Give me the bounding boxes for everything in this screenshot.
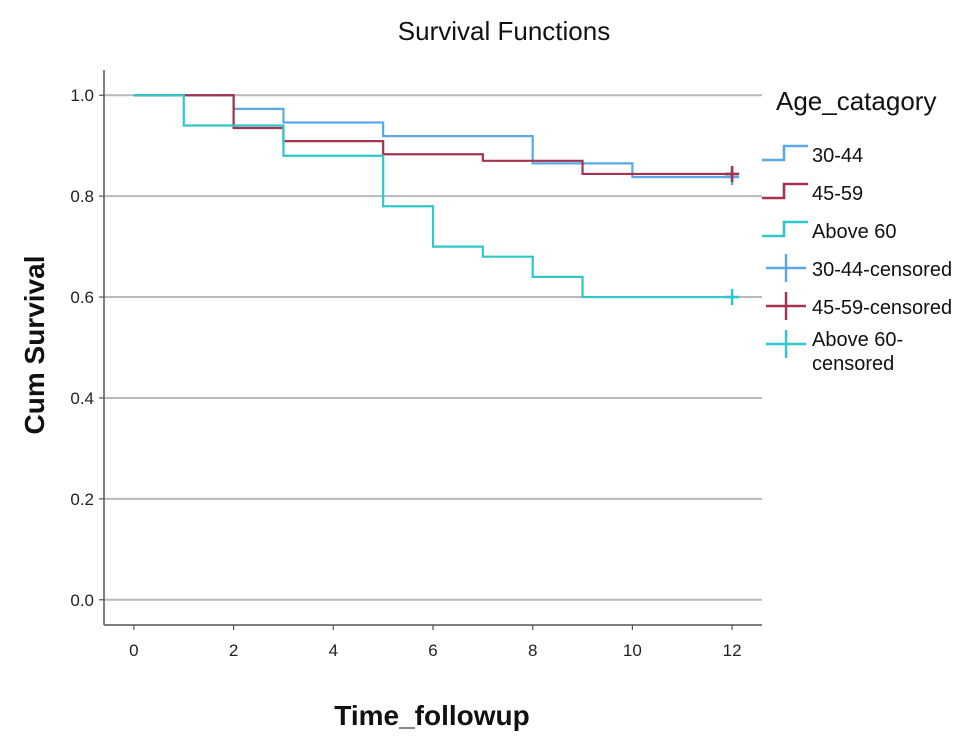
x-tick-label: 6: [428, 641, 437, 660]
x-tick-label: 4: [329, 641, 338, 660]
x-axis-label: Time_followup: [334, 700, 530, 731]
legend-item: Above 60-censored: [766, 329, 903, 375]
legend-label: Above 60-: [812, 329, 903, 351]
legend-item: Above 60: [762, 220, 897, 243]
censor-marker-45-59-censored: [725, 165, 740, 182]
x-tick-label: 10: [623, 641, 642, 660]
legend-title: Age_catagory: [776, 86, 936, 116]
y-tick-label: 0.8: [70, 187, 94, 206]
x-tick-label: 2: [229, 641, 238, 660]
legend-label: 45-59: [812, 183, 863, 205]
series-line-30-44: [133, 94, 733, 179]
legend-label: 30-44-censored: [812, 259, 952, 281]
legend-label: 45-59-censored: [812, 297, 952, 319]
x-tick-label: 8: [528, 641, 537, 660]
x-tick-label: 12: [723, 641, 742, 660]
censor-marker-above-60-censored: [725, 289, 740, 306]
legend-item: 30-44: [762, 144, 863, 167]
series-line-45-59: [133, 94, 733, 176]
chart-title: Survival Functions: [398, 16, 610, 46]
series-line-above-60: [133, 94, 733, 299]
x-tick-label: 0: [129, 641, 138, 660]
grid-lines: [104, 94, 762, 601]
y-axis-label: Cum Survival: [19, 256, 50, 435]
legend-line-swatch: [762, 220, 808, 238]
legend-item: 30-44-censored: [766, 254, 952, 282]
axes: 0.0 0.2 0.4 0.6 0.8 1.0 0 2 4 6 8 10 12: [70, 70, 762, 660]
series-lines: [133, 94, 733, 299]
censor-markers: [725, 165, 740, 306]
legend-line-swatch: [762, 144, 808, 162]
legend-label: Above 60: [812, 221, 897, 243]
legend-label: censored: [812, 353, 894, 375]
y-tick-label: 0.2: [70, 490, 94, 509]
legend-item: 45-59-censored: [766, 292, 952, 320]
legend-item: 45-59: [762, 182, 863, 205]
legend: 30-44 45-59 Above 60 30-44-censored 45-59-ce…: [762, 144, 952, 375]
y-tick-label: 0.4: [70, 389, 94, 408]
y-tick-label: 0.6: [70, 288, 94, 307]
y-tick-label: 1.0: [70, 86, 94, 105]
legend-label: 30-44: [812, 145, 863, 167]
y-tick-label: 0.0: [70, 591, 94, 610]
legend-line-swatch: [762, 182, 808, 200]
